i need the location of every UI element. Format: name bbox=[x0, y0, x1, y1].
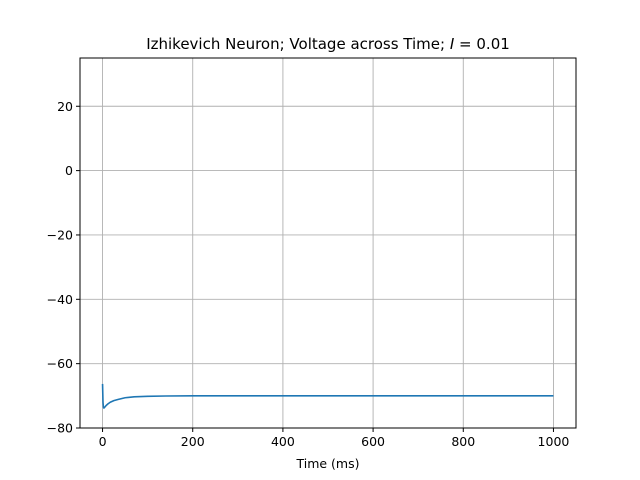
series-layer bbox=[101, 383, 554, 409]
ticks: 0 200 400 600 800 1000 −80 −60 −40 −20 0 20 bbox=[47, 99, 570, 449]
chart-title: Izhikevich Neuron; Voltage across Time; … bbox=[146, 35, 510, 53]
x-tick-label: 1000 bbox=[538, 434, 570, 449]
x-tick-label: 0 bbox=[99, 434, 107, 449]
plot-frame bbox=[79, 57, 577, 429]
x-tick-label: 800 bbox=[451, 434, 475, 449]
series-line-0 bbox=[101, 383, 554, 409]
y-tick-label: 0 bbox=[65, 163, 73, 178]
x-axis-label: Time (ms) bbox=[295, 456, 359, 471]
y-tick-label: 20 bbox=[57, 99, 73, 114]
chart-title-value: = 0.01 bbox=[454, 35, 510, 53]
x-tick-label: 600 bbox=[361, 434, 385, 449]
x-tick-label: 400 bbox=[271, 434, 295, 449]
chart-title-variable: I bbox=[450, 35, 455, 53]
plot-area-background bbox=[80, 58, 576, 428]
y-tick-label: −20 bbox=[47, 227, 73, 242]
y-tick-label: −40 bbox=[47, 292, 73, 307]
chart-title-main: Izhikevich Neuron; Voltage across Time; bbox=[146, 35, 450, 53]
y-tick-label: −60 bbox=[47, 356, 73, 371]
y-tick-label: −80 bbox=[47, 421, 73, 436]
grid bbox=[80, 58, 576, 429]
x-tick-label: 200 bbox=[181, 434, 205, 449]
